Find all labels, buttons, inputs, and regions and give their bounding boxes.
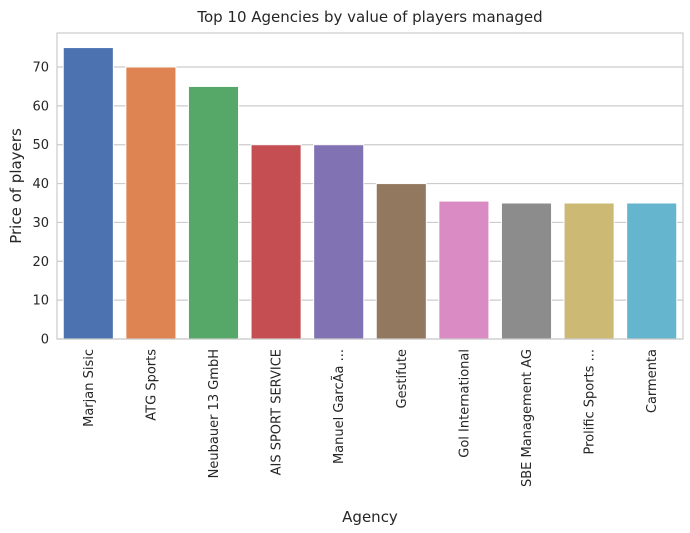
chart-title: Top 10 Agencies by value of players mana… — [196, 8, 542, 26]
bar-2 — [187, 85, 240, 340]
x-axis-label: Agency — [342, 508, 398, 526]
y-axis-label: Price of players — [7, 128, 25, 244]
x-tick-labels: Marjan Sisic ATG Sports Neubauer 13 GmbH AI… — [82, 349, 660, 487]
bar-4 — [313, 144, 365, 340]
bar-6 — [438, 200, 490, 340]
x-tick-label: Marjan Sisic — [82, 349, 97, 427]
x-tick-label: SBE Management AG — [520, 349, 535, 487]
y-tick-label: 40 — [32, 177, 49, 192]
y-tick-labels: 0 10 20 30 40 50 60 70 — [32, 61, 49, 348]
y-tick-label: 50 — [32, 138, 49, 153]
x-tick-label: Manuel GarcÃ­a ... — [331, 349, 347, 464]
x-tick-label: ATG Sports — [144, 349, 159, 421]
x-tick-label: Neubauer 13 GmbH — [207, 349, 222, 478]
bar-0 — [62, 47, 114, 340]
bar-3 — [250, 144, 302, 340]
y-tick-label: 60 — [32, 99, 49, 114]
bar-8 — [563, 202, 615, 340]
x-tick-label: Gol International — [457, 349, 472, 458]
bars-group — [62, 47, 678, 340]
bar-9 — [626, 202, 678, 340]
bar-5 — [375, 183, 427, 340]
y-tick-label: 10 — [32, 294, 49, 309]
y-tick-label: 70 — [32, 61, 49, 76]
y-tick-label: 20 — [32, 255, 49, 270]
plot-frame — [56, 32, 684, 340]
x-tick-label: Gestifute — [395, 349, 410, 408]
x-tick-label: AIS SPORT SERVICE — [270, 349, 285, 475]
x-tick-label: Carmenta — [645, 349, 660, 413]
y-tick-label: 0 — [41, 333, 49, 348]
bar-1 — [125, 66, 177, 340]
bar-7 — [500, 202, 553, 340]
y-tick-label: 30 — [32, 216, 49, 231]
x-tick-label: Prolific Sports ... — [583, 349, 598, 455]
